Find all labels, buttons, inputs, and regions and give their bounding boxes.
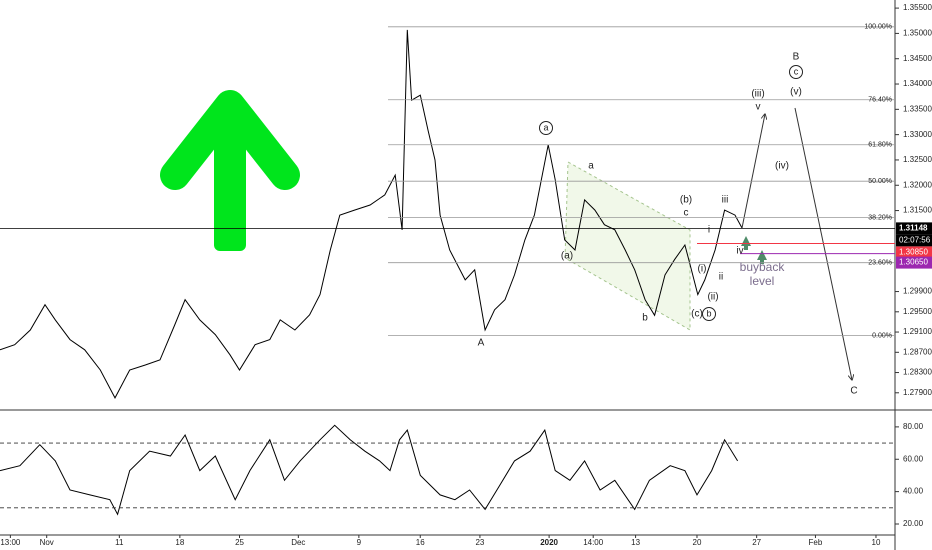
wave-label: (iv) — [775, 161, 789, 172]
y-tick-label: 1.28700 — [903, 347, 932, 356]
wave-label: c — [794, 66, 799, 76]
y-tick-label: 20.00 — [903, 519, 924, 528]
x-tick-label: 27 — [752, 538, 761, 547]
wave-label: level — [750, 274, 775, 288]
wave-label: (v) — [790, 87, 802, 98]
y-tick-label: 80.00 — [903, 422, 924, 431]
y-tick-label: 1.34000 — [903, 79, 932, 88]
y-tick-label: 1.27900 — [903, 388, 932, 397]
big-arrow — [160, 90, 300, 251]
annotation-circle — [702, 307, 716, 321]
y-tick-label: 1.35000 — [903, 29, 932, 38]
y-tick-label: 1.35500 — [903, 3, 932, 12]
y-tick-label: 1.29900 — [903, 287, 932, 296]
y-tick-label: 1.34500 — [903, 54, 932, 63]
wave-label: a — [543, 122, 548, 132]
x-tick-label: Nov — [40, 538, 54, 547]
wave-label: buyback — [740, 260, 786, 274]
x-tick-label: 10 — [872, 538, 881, 547]
fib-label: 38.20% — [868, 214, 892, 221]
x-tick-label: 16 — [416, 538, 425, 547]
x-tick-label: 14:00 — [583, 538, 604, 547]
wave-label: iv — [736, 246, 743, 257]
x-tick-label: 11 — [115, 538, 124, 547]
wave-label: C — [850, 386, 857, 397]
price-line — [0, 424, 739, 516]
fib-label: 0.00% — [872, 332, 892, 339]
buy-arrow — [757, 250, 767, 264]
fib-label: 100.00% — [864, 24, 892, 31]
wave-label: a — [588, 161, 594, 172]
x-tick-label: 9 — [357, 538, 362, 547]
wave-label: i — [708, 225, 710, 236]
x-tick-label: 18 — [175, 538, 184, 547]
fib-label: 76.40% — [868, 97, 892, 104]
wave-label: (b) — [680, 195, 692, 206]
wave-label: iii — [722, 195, 729, 206]
x-tick-label: 13 — [631, 538, 640, 547]
y-tick-label: 60.00 — [903, 454, 924, 463]
x-tick-label: 20 — [693, 538, 702, 547]
level-label: 1.30850 — [899, 248, 928, 257]
wave-label: c — [684, 208, 689, 219]
y-tick-label: 1.33500 — [903, 104, 932, 113]
wave-label: b — [642, 313, 648, 324]
current-price-label: 1.31148 — [899, 223, 928, 232]
x-tick-label: Feb — [809, 538, 823, 547]
y-tick-label: 1.29100 — [903, 327, 932, 336]
annotation-circle — [539, 121, 553, 135]
annotation-circle — [789, 65, 803, 79]
price-line — [0, 29, 743, 399]
level-tag — [896, 246, 932, 259]
countdown-tag — [896, 234, 932, 247]
y-tick-label: 1.32500 — [903, 155, 932, 164]
wave-label: ii — [719, 272, 723, 283]
current-price-tag — [896, 222, 932, 235]
y-tick-label: 40.00 — [903, 487, 924, 496]
level-label: 1.30650 — [899, 258, 928, 267]
wave-label: (a) — [561, 251, 573, 262]
level-tag — [896, 256, 932, 269]
fib-label: 50.00% — [868, 178, 892, 185]
fib-label: 61.80% — [868, 142, 892, 149]
wave-label: v — [756, 102, 761, 113]
wave-label: b — [706, 308, 711, 318]
x-tick-label: 2020 — [540, 538, 558, 547]
y-tick-label: 1.31500 — [903, 206, 932, 215]
wave-label: (ii) — [707, 292, 718, 303]
y-tick-label: 1.33000 — [903, 130, 932, 139]
channel — [564, 161, 691, 331]
wave-label: B — [793, 52, 800, 63]
wave-label: (i) — [698, 264, 707, 275]
projection-up — [741, 114, 765, 229]
x-tick-label: Dec — [291, 538, 305, 547]
wave-label: (c) — [691, 309, 703, 320]
y-tick-label: 1.28300 — [903, 368, 932, 377]
x-tick-label: 13:00 — [0, 538, 21, 547]
fib-label: 23.60% — [868, 260, 892, 267]
projection-down — [794, 107, 852, 380]
wave-label: (iii) — [751, 89, 764, 100]
countdown-label: 02:07:56 — [899, 235, 931, 244]
y-tick-label: 1.29500 — [903, 307, 932, 316]
wave-label: A — [478, 338, 485, 349]
y-tick-label: 1.32000 — [903, 180, 932, 189]
x-tick-label: 25 — [235, 538, 244, 547]
x-tick-label: 23 — [475, 538, 484, 547]
